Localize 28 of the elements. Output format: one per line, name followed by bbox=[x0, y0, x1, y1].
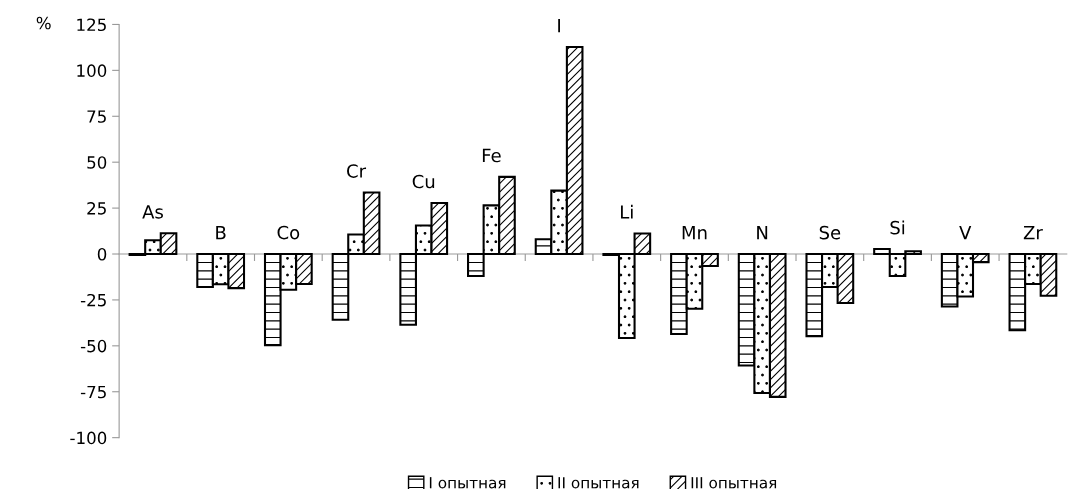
x-tick-label: Se bbox=[819, 225, 841, 240]
x-tick-label: I bbox=[558, 19, 560, 33]
y-tick-label: 125 bbox=[77, 18, 106, 32]
y-tick-label: -75 bbox=[80, 385, 106, 399]
x-tick-label: Co bbox=[277, 225, 300, 240]
legend-label: II опытная bbox=[558, 477, 639, 489]
x-tick-label: Cr bbox=[347, 164, 367, 178]
x-tick-label: V bbox=[959, 225, 972, 240]
x-tick-label: B bbox=[216, 225, 226, 240]
x-tick-label: Cu bbox=[412, 174, 435, 189]
y-tick-label: 75 bbox=[87, 110, 106, 123]
x-tick-label: Li bbox=[621, 204, 633, 219]
x-tick-label: As bbox=[142, 205, 163, 219]
legend-label: III опытная bbox=[691, 477, 777, 489]
y-tick-label: -100 bbox=[70, 431, 107, 445]
y-tick-label: 50 bbox=[87, 156, 107, 169]
y-tick-label: 0 bbox=[97, 247, 107, 261]
x-tick-label: Fe bbox=[482, 148, 501, 163]
x-tick-label: Mn bbox=[682, 225, 707, 240]
y-tick-label: -25 bbox=[80, 293, 106, 307]
legend-label: I опытная bbox=[429, 477, 506, 489]
x-tick-label: N bbox=[757, 225, 768, 240]
x-tick-label: Si bbox=[890, 220, 905, 235]
y-tick-label: 25 bbox=[87, 202, 106, 215]
y-tick-label: 100 bbox=[77, 64, 107, 77]
y-axis-title: % bbox=[36, 16, 51, 30]
y-tick-label: -50 bbox=[80, 339, 107, 353]
x-tick-label: Zr bbox=[1023, 225, 1043, 240]
